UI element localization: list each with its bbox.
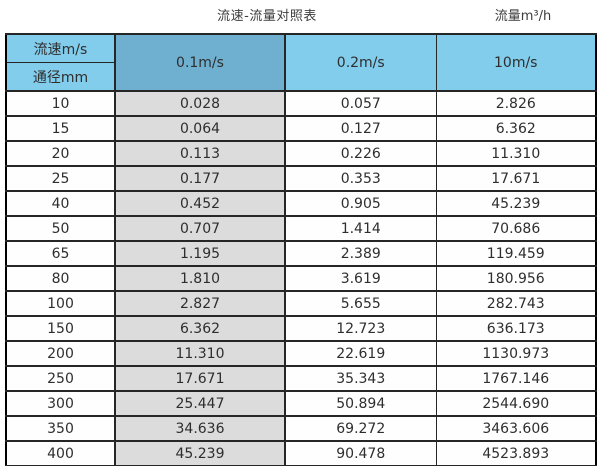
table-row: 20 0.113 0.226 11.310 — [5, 140, 597, 167]
flow-value-10ms: 4523.893 — [435, 440, 597, 466]
flow-value-10ms: 45.239 — [435, 190, 597, 217]
flow-value-0-2ms: 0.226 — [284, 140, 437, 167]
diameter-cell: 80 — [5, 265, 116, 292]
flow-value-10ms: 70.686 — [435, 215, 597, 242]
corner-cell-velocity: 流速m/s — [5, 33, 116, 63]
table-row: 25 0.177 0.353 17.671 — [5, 165, 597, 192]
table-row: 10 0.028 0.057 2.826 — [5, 90, 597, 117]
diameter-cell: 25 — [5, 165, 116, 192]
flow-value-0-2ms: 0.353 — [284, 165, 437, 192]
flow-value-0-1ms: 2.827 — [114, 290, 286, 317]
diameter-cell: 50 — [5, 215, 116, 242]
diameter-cell: 250 — [5, 365, 116, 392]
flow-value-0-1ms: 11.310 — [114, 340, 286, 367]
flow-value-0-1ms: 45.239 — [114, 440, 286, 466]
table-body: 10 0.028 0.057 2.826 15 0.064 0.127 6.36… — [5, 90, 597, 466]
flow-value-0-2ms: 0.127 — [284, 115, 437, 142]
diameter-cell: 400 — [5, 440, 116, 466]
diameter-cell: 350 — [5, 415, 116, 442]
diameter-cell: 40 — [5, 190, 116, 217]
flow-value-0-1ms: 0.452 — [114, 190, 286, 217]
table-row: 250 17.671 35.343 1767.146 — [5, 365, 597, 392]
flow-value-0-1ms: 17.671 — [114, 365, 286, 392]
flow-value-0-2ms: 5.655 — [284, 290, 437, 317]
flow-value-0-2ms: 69.272 — [284, 415, 437, 442]
table-row: 65 1.195 2.389 119.459 — [5, 240, 597, 267]
flow-value-0-2ms: 0.905 — [284, 190, 437, 217]
flow-value-0-1ms: 34.636 — [114, 415, 286, 442]
flow-value-10ms: 119.459 — [435, 240, 597, 267]
flow-value-0-2ms: 12.723 — [284, 315, 437, 342]
flow-value-0-1ms: 1.195 — [114, 240, 286, 267]
flow-value-10ms: 11.310 — [435, 140, 597, 167]
column-header-0-1ms: 0.1m/s — [114, 33, 286, 92]
flow-value-0-1ms: 1.810 — [114, 265, 286, 292]
flow-value-10ms: 180.956 — [435, 265, 597, 292]
flow-value-0-2ms: 2.389 — [284, 240, 437, 267]
flow-value-0-1ms: 0.707 — [114, 215, 286, 242]
flow-value-0-1ms: 0.113 — [114, 140, 286, 167]
table-row: 150 6.362 12.723 636.173 — [5, 315, 597, 342]
flow-value-10ms: 282.743 — [435, 290, 597, 317]
column-header-10ms: 10m/s — [435, 33, 597, 92]
table-row: 100 2.827 5.655 282.743 — [5, 290, 597, 317]
diameter-cell: 200 — [5, 340, 116, 367]
flow-value-10ms: 1767.146 — [435, 365, 597, 392]
page-title: 流速-流量对照表 — [217, 9, 317, 24]
column-header-0-2ms: 0.2m/s — [284, 33, 437, 92]
diameter-cell: 20 — [5, 140, 116, 167]
table-row: 80 1.810 3.619 180.956 — [5, 265, 597, 292]
flow-value-10ms: 2544.690 — [435, 390, 597, 417]
flow-rate-table: 流速m/s 0.1m/s 0.2m/s 10m/s 通径mm 10 0.028 … — [5, 33, 597, 466]
flow-value-0-2ms: 50.894 — [284, 390, 437, 417]
diameter-cell: 65 — [5, 240, 116, 267]
table-row: 400 45.239 90.478 4523.893 — [5, 440, 597, 466]
diameter-cell: 150 — [5, 315, 116, 342]
flow-value-0-2ms: 22.619 — [284, 340, 437, 367]
flow-value-0-2ms: 90.478 — [284, 440, 437, 466]
flow-value-10ms: 1130.973 — [435, 340, 597, 367]
flow-value-10ms: 6.362 — [435, 115, 597, 142]
flow-value-10ms: 17.671 — [435, 165, 597, 192]
table-row: 350 34.636 69.272 3463.606 — [5, 415, 597, 442]
flow-value-10ms: 3463.606 — [435, 415, 597, 442]
flow-value-0-2ms: 1.414 — [284, 215, 437, 242]
flow-value-0-1ms: 0.028 — [114, 90, 286, 117]
table-header: 流速m/s 0.1m/s 0.2m/s 10m/s 通径mm — [5, 33, 597, 92]
flow-value-0-1ms: 0.177 — [114, 165, 286, 192]
flow-value-0-2ms: 35.343 — [284, 365, 437, 392]
table-row: 200 11.310 22.619 1130.973 — [5, 340, 597, 367]
flow-value-10ms: 2.826 — [435, 90, 597, 117]
diameter-cell: 300 — [5, 390, 116, 417]
table-row: 300 25.447 50.894 2544.690 — [5, 390, 597, 417]
flow-value-10ms: 636.173 — [435, 315, 597, 342]
diameter-cell: 100 — [5, 290, 116, 317]
table-row: 15 0.064 0.127 6.362 — [5, 115, 597, 142]
header-row-top: 流速m/s 0.1m/s 0.2m/s 10m/s — [5, 33, 597, 92]
header-row-bottom: 通径mm — [5, 62, 596, 92]
flow-value-0-1ms: 25.447 — [114, 390, 286, 417]
table-row: 50 0.707 1.414 70.686 — [5, 215, 597, 242]
flow-unit-label: 流量m³/h — [494, 9, 552, 24]
flow-value-0-1ms: 6.362 — [114, 315, 286, 342]
flow-value-0-2ms: 3.619 — [284, 265, 437, 292]
flow-value-0-1ms: 0.064 — [114, 115, 286, 142]
title-bar: 流速-流量对照表 流量m³/h — [0, 0, 600, 28]
diameter-cell: 15 — [5, 115, 116, 142]
diameter-cell: 10 — [5, 90, 116, 117]
flow-value-0-2ms: 0.057 — [284, 90, 437, 117]
corner-cell-diameter: 通径mm — [5, 62, 116, 92]
table-row: 40 0.452 0.905 45.239 — [5, 190, 597, 217]
